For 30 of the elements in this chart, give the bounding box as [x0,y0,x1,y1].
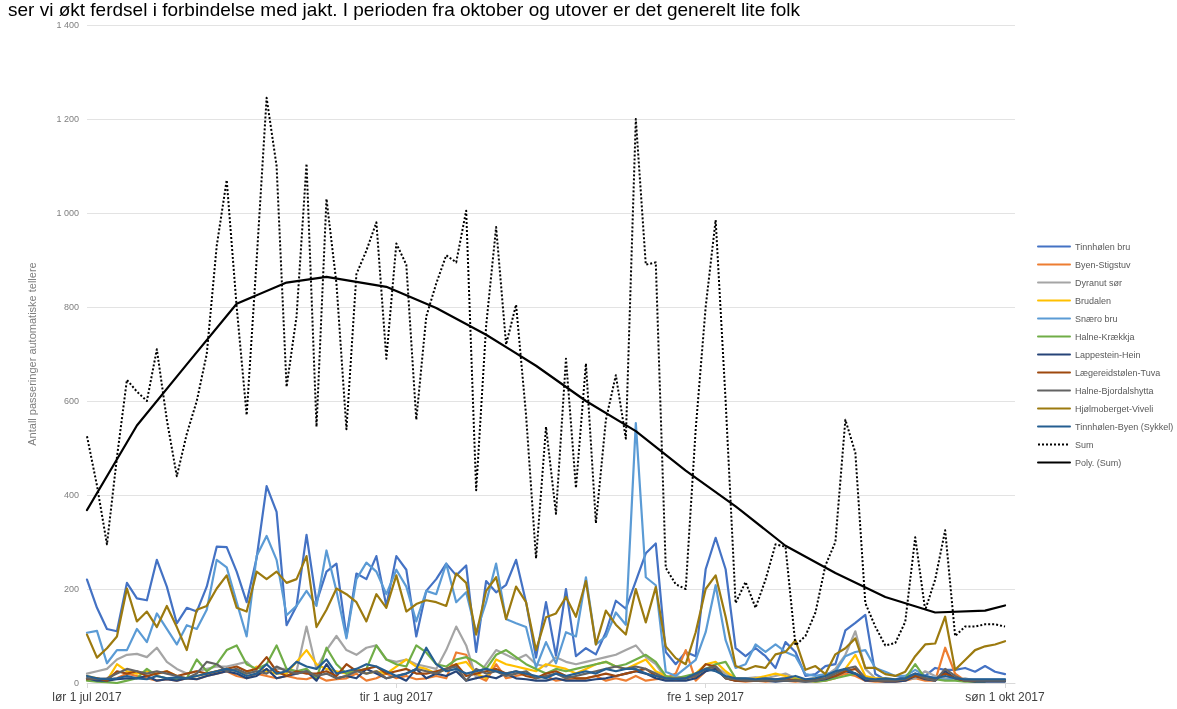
x-tick-label: tir 1 aug 2017 [359,690,434,704]
x-tick-label: fre 1 sep 2017 [667,690,745,704]
y-tick-label: 0 [73,678,79,688]
legend-label: Lappestein-Hein [1075,349,1141,360]
y-tick-label: 800 [63,302,79,312]
legend-label: Hjølmoberget-Viveli [1075,403,1154,414]
legend-label: Halne-Bjordalshytta [1075,385,1154,396]
legend-label: Snæro bru [1075,313,1118,324]
text: ser vi økt ferdsel i forbindelse med jakt. I perioden fra oktober og utover er det generelt lite folk [8,0,801,20]
y-tick-label: 600 [63,396,79,406]
line-series [85,484,1007,681]
legend-label: Poly. (Sum) [1075,457,1122,468]
legend-label: Brudalen [1075,295,1112,306]
line-series [85,555,1007,678]
y-tick-label: 400 [63,490,79,500]
y-axis-title: Antall passeringer automatiske tellere [25,262,38,446]
legend-label: Tinnhølen bru [1075,241,1131,252]
line-series [86,96,1007,647]
x-tick-label: søn 1 okt 2017 [965,690,1046,704]
legend-label: Lægereidstølen-Tuva [1075,367,1161,378]
legend-label: Tinnhølen-Byen (Sykkel) [1075,421,1174,432]
y-tick-label: 1 400 [56,20,79,30]
y-tick-label: 200 [63,584,79,594]
legend-label: Dyranut sør [1075,277,1123,288]
legend-label: Sum [1075,439,1094,450]
y-tick-label: 1 200 [56,114,79,124]
legend-label: Byen-Stigstuv [1075,259,1132,270]
y-tick-label: 1 000 [56,208,79,218]
x-tick-label: lør 1 jul 2017 [52,690,123,704]
legend-label: Halne-Krækkja [1075,331,1135,342]
